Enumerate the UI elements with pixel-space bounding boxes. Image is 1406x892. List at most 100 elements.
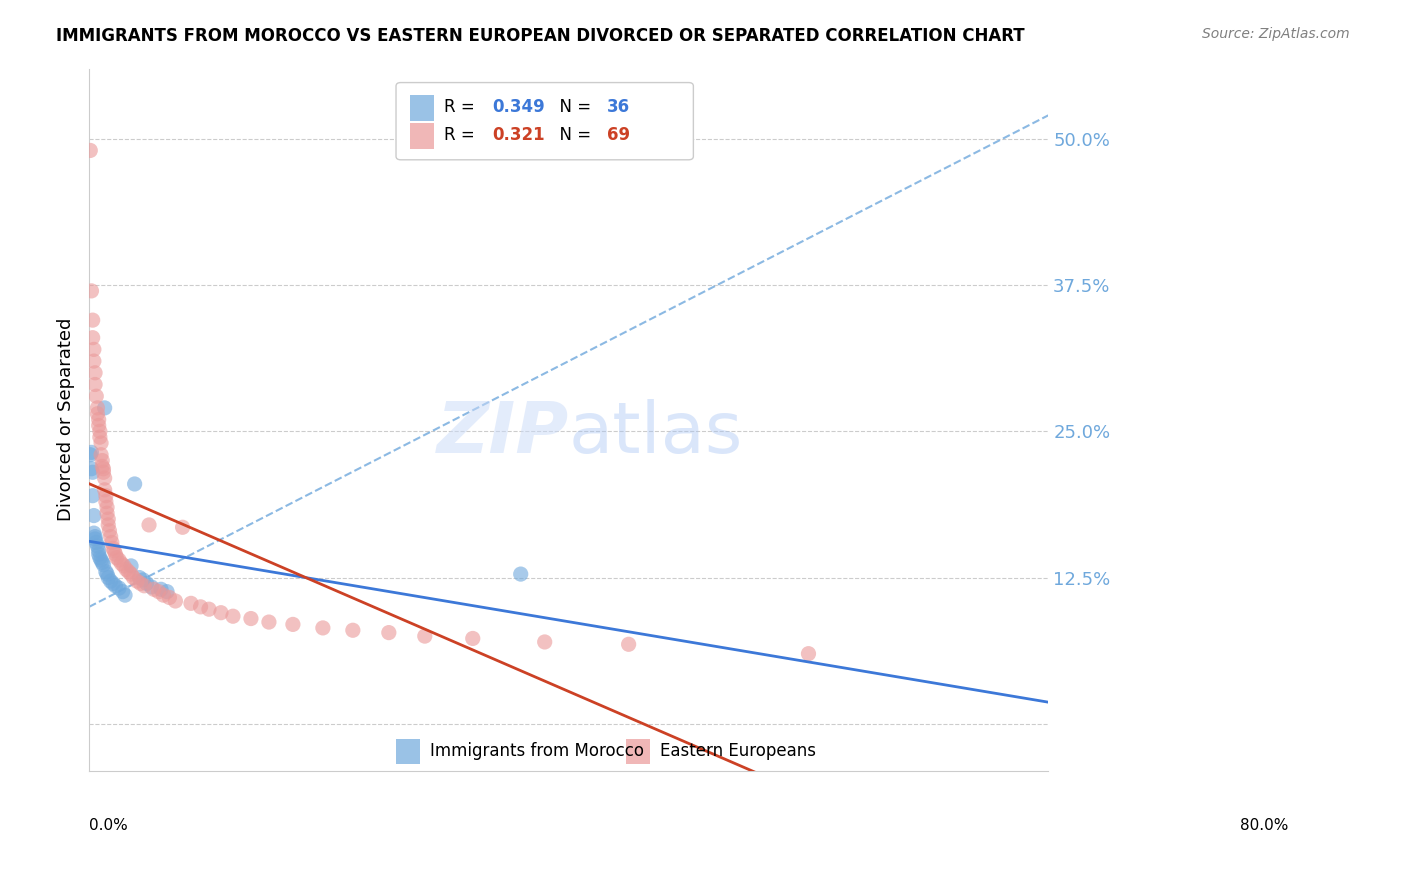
Point — [122, 571, 145, 585]
Point — [103, 543, 125, 558]
Point — [84, 366, 107, 380]
Point — [87, 412, 110, 426]
Point — [461, 632, 484, 646]
Point — [132, 573, 155, 587]
FancyBboxPatch shape — [411, 95, 434, 121]
Text: N =: N = — [550, 127, 598, 145]
Point — [111, 584, 134, 599]
Point — [91, 453, 114, 467]
Point — [84, 535, 107, 549]
Point — [134, 579, 156, 593]
Point — [797, 647, 820, 661]
Point — [190, 599, 212, 614]
FancyBboxPatch shape — [396, 83, 693, 160]
Point — [98, 524, 121, 538]
Point — [96, 506, 118, 520]
Point — [89, 430, 111, 444]
Point — [93, 401, 115, 415]
Point — [239, 611, 262, 625]
Point — [97, 512, 120, 526]
Point — [93, 471, 115, 485]
Point — [94, 494, 117, 508]
Point — [157, 591, 180, 605]
Point — [93, 558, 115, 572]
Point — [129, 576, 152, 591]
Point — [101, 541, 124, 556]
Point — [110, 557, 132, 571]
Point — [104, 547, 127, 561]
Point — [82, 489, 104, 503]
Point — [90, 436, 112, 450]
Y-axis label: Divorced or Separated: Divorced or Separated — [58, 318, 75, 521]
Point — [180, 596, 202, 610]
Point — [509, 567, 531, 582]
Point — [138, 517, 160, 532]
Point — [533, 635, 555, 649]
Point — [96, 567, 118, 582]
Point — [82, 313, 104, 327]
Point — [152, 588, 174, 602]
Point — [83, 508, 105, 523]
Point — [124, 477, 146, 491]
Point — [79, 448, 101, 462]
Point — [82, 465, 104, 479]
Text: Source: ZipAtlas.com: Source: ZipAtlas.com — [1202, 27, 1350, 41]
Point — [156, 584, 179, 599]
Point — [86, 407, 108, 421]
Point — [84, 389, 107, 403]
Point — [94, 489, 117, 503]
Point — [101, 576, 124, 591]
Point — [80, 462, 103, 476]
Point — [87, 418, 110, 433]
Point — [87, 543, 110, 558]
Point — [90, 448, 112, 462]
Point — [90, 553, 112, 567]
Text: 0.349: 0.349 — [492, 98, 544, 116]
Text: Eastern Europeans: Eastern Europeans — [659, 742, 815, 760]
Point — [257, 615, 280, 629]
Text: ZIP: ZIP — [436, 399, 568, 468]
Point — [312, 621, 335, 635]
Point — [89, 550, 111, 565]
Text: atlas: atlas — [568, 399, 742, 468]
Point — [135, 576, 157, 591]
Text: IMMIGRANTS FROM MOROCCO VS EASTERN EUROPEAN DIVORCED OR SEPARATED CORRELATION CH: IMMIGRANTS FROM MOROCCO VS EASTERN EUROP… — [56, 27, 1025, 45]
Point — [82, 331, 104, 345]
Point — [86, 539, 108, 553]
FancyBboxPatch shape — [626, 739, 650, 764]
Point — [150, 582, 173, 597]
Point — [83, 526, 105, 541]
Point — [112, 558, 135, 573]
Point — [198, 602, 221, 616]
Point — [93, 462, 115, 476]
Point — [87, 547, 110, 561]
Point — [84, 530, 107, 544]
Point — [91, 555, 114, 569]
Point — [93, 483, 115, 497]
Point — [378, 625, 401, 640]
Point — [100, 574, 122, 588]
Point — [222, 609, 245, 624]
Text: 0.321: 0.321 — [492, 127, 544, 145]
Point — [97, 517, 120, 532]
Point — [125, 574, 148, 588]
Point — [94, 565, 117, 579]
Point — [101, 535, 124, 549]
Point — [79, 144, 101, 158]
Point — [342, 624, 364, 638]
Point — [117, 565, 139, 579]
Point — [91, 459, 114, 474]
Text: 36: 36 — [607, 98, 630, 116]
Point — [84, 532, 107, 546]
Point — [617, 637, 640, 651]
Point — [89, 425, 111, 439]
Point — [413, 629, 436, 643]
Point — [120, 558, 142, 573]
Point — [142, 582, 165, 597]
Point — [209, 606, 232, 620]
Point — [120, 567, 142, 582]
Point — [148, 584, 170, 599]
Text: 69: 69 — [607, 127, 630, 145]
Point — [80, 445, 103, 459]
Text: 80.0%: 80.0% — [1240, 819, 1288, 833]
